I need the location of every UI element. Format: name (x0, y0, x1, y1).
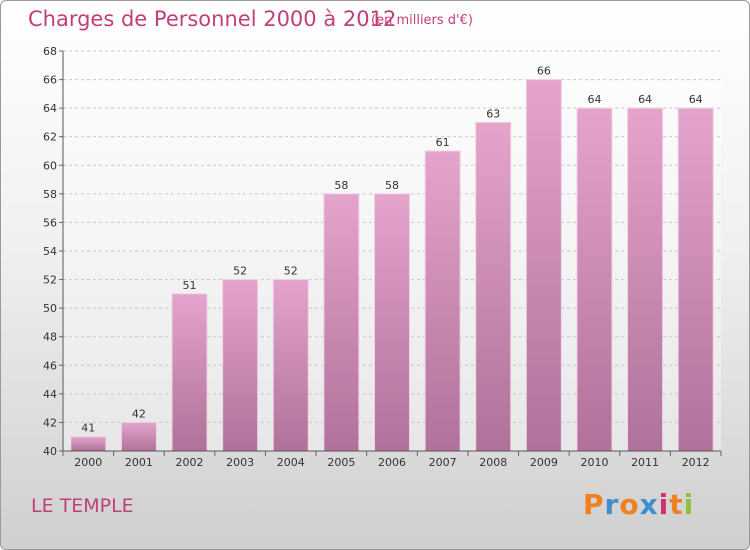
bar-value-label: 42 (132, 407, 146, 420)
bar-value-label: 63 (486, 107, 500, 120)
bar (475, 121, 512, 452)
x-tick-label: 2006 (378, 456, 406, 469)
y-tick-label: 52 (43, 274, 57, 287)
bar-value-label: 52 (233, 265, 247, 278)
bar-value-label: 64 (587, 93, 601, 106)
bar-value-label: 51 (183, 279, 197, 292)
y-tick-label: 56 (43, 216, 57, 229)
logo-letter: i (683, 488, 695, 521)
x-tick-label: 2004 (277, 456, 305, 469)
bar (323, 193, 360, 452)
bar (374, 193, 410, 452)
x-tick-label: 2011 (631, 456, 659, 469)
chart-subtitle: (en milliers d'€) (371, 13, 473, 28)
bar-value-label: 64 (689, 93, 703, 106)
bar (171, 293, 208, 452)
x-tick-label: 2010 (580, 456, 608, 469)
y-tick-label: 60 (43, 159, 57, 172)
bar-value-label: 58 (334, 179, 348, 192)
logo-letter: i (658, 488, 670, 521)
bar (627, 107, 664, 452)
commune-name: LE TEMPLE (31, 495, 134, 517)
bar-value-label: 41 (81, 422, 95, 435)
y-tick-label: 66 (43, 74, 57, 87)
logo-letter: x (639, 488, 659, 521)
logo-letter: o (619, 488, 640, 521)
bar (525, 79, 562, 452)
bar (70, 436, 107, 452)
y-tick-label: 54 (43, 245, 57, 258)
bar-value-label: 52 (284, 265, 298, 278)
x-tick-label: 2002 (176, 456, 204, 469)
x-tick-label: 2005 (327, 456, 355, 469)
bar (424, 150, 461, 452)
logo-letter: t (669, 488, 684, 521)
y-tick-label: 62 (43, 131, 57, 144)
bar-value-label: 61 (436, 136, 450, 149)
y-tick-label: 48 (43, 331, 57, 344)
x-tick-label: 2012 (682, 456, 710, 469)
logo-letter: r (604, 488, 620, 521)
bar (222, 279, 259, 452)
axes (59, 50, 722, 456)
bar (576, 107, 613, 452)
y-tick-label: 68 (43, 45, 57, 58)
x-tick-label: 2001 (125, 456, 153, 469)
chart-title: Charges de Personnel 2000 à 2012 (28, 7, 397, 31)
bar (677, 107, 714, 452)
x-tick-label: 2000 (74, 456, 102, 469)
logo-letter: P (583, 488, 605, 521)
y-tick-label: 58 (43, 188, 57, 201)
bar-value-label: 58 (385, 179, 399, 192)
bar-value-label: 66 (537, 65, 551, 78)
y-tick-label: 42 (43, 416, 57, 429)
x-tick-label: 2003 (226, 456, 254, 469)
bar (272, 279, 309, 452)
x-tick-label: 2009 (530, 456, 558, 469)
bar-value-label: 64 (638, 93, 652, 106)
y-tick-label: 46 (43, 359, 57, 372)
y-tick-label: 64 (43, 102, 57, 115)
x-tick-label: 2007 (429, 456, 457, 469)
labels: 40 42 44 46 48 50 52 54 56 58 60 62 64 66 68 41 2000 42 20… (43, 45, 710, 469)
bar (120, 421, 157, 452)
y-tick-label: 50 (43, 302, 57, 315)
y-tick-label: 40 (43, 445, 57, 458)
bars (70, 79, 714, 452)
x-tick-label: 2008 (479, 456, 507, 469)
y-tick-label: 44 (43, 388, 57, 401)
proxiti-logo[interactable]: Proxiti (583, 488, 694, 521)
